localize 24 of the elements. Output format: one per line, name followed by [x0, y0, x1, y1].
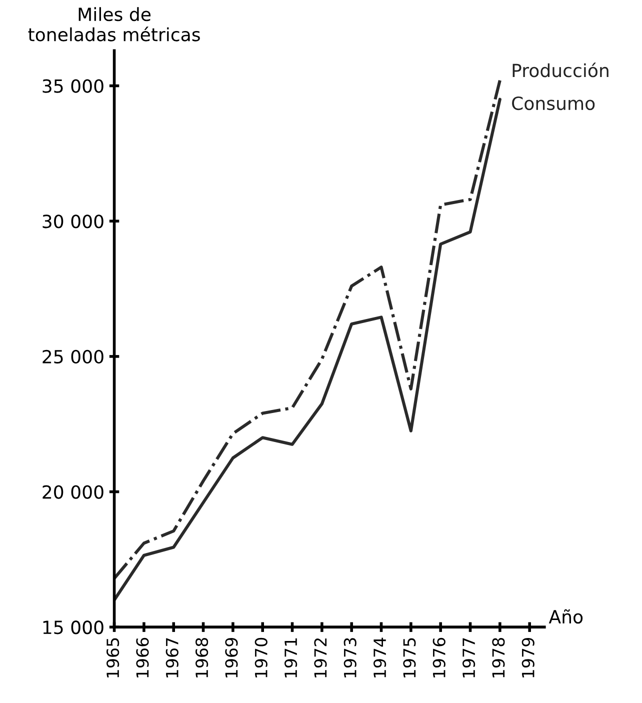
- series-label: Consumo: [512, 96, 595, 110]
- x-tick-label: 1977: [462, 638, 476, 678]
- x-tick-label: 1970: [254, 638, 268, 678]
- x-tick-label: 1975: [403, 638, 416, 678]
- x-tick-label: 1979: [522, 638, 534, 678]
- x-tick-label: 1965: [106, 638, 120, 678]
- y-tick-label: 25 000: [42, 350, 104, 364]
- series-label: Producción: [512, 62, 608, 78]
- y-tick-label: 30 000: [42, 214, 104, 228]
- x-tick-label: 1973: [344, 638, 356, 678]
- y-tick-label: 15 000: [43, 620, 104, 634]
- x-axis-title: Año: [548, 609, 583, 624]
- x-tick-label: 1967: [166, 638, 178, 678]
- x-tick-label: 1966: [136, 638, 149, 678]
- x-tick-label: 1978: [492, 638, 505, 678]
- x-tick-label: 1976: [432, 638, 446, 678]
- y-tick-label: 20 000: [42, 485, 104, 499]
- x-tick-label: 1969: [225, 638, 238, 678]
- x-tick-label: 1971: [284, 638, 298, 678]
- x-tick-label: 1968: [196, 638, 208, 678]
- y-axis-title: Miles de toneladas métricas: [28, 7, 200, 42]
- x-tick-label: 1974: [373, 638, 386, 678]
- y-tick-label: 35 000: [42, 79, 104, 93]
- x-tick-label: 1972: [314, 638, 327, 678]
